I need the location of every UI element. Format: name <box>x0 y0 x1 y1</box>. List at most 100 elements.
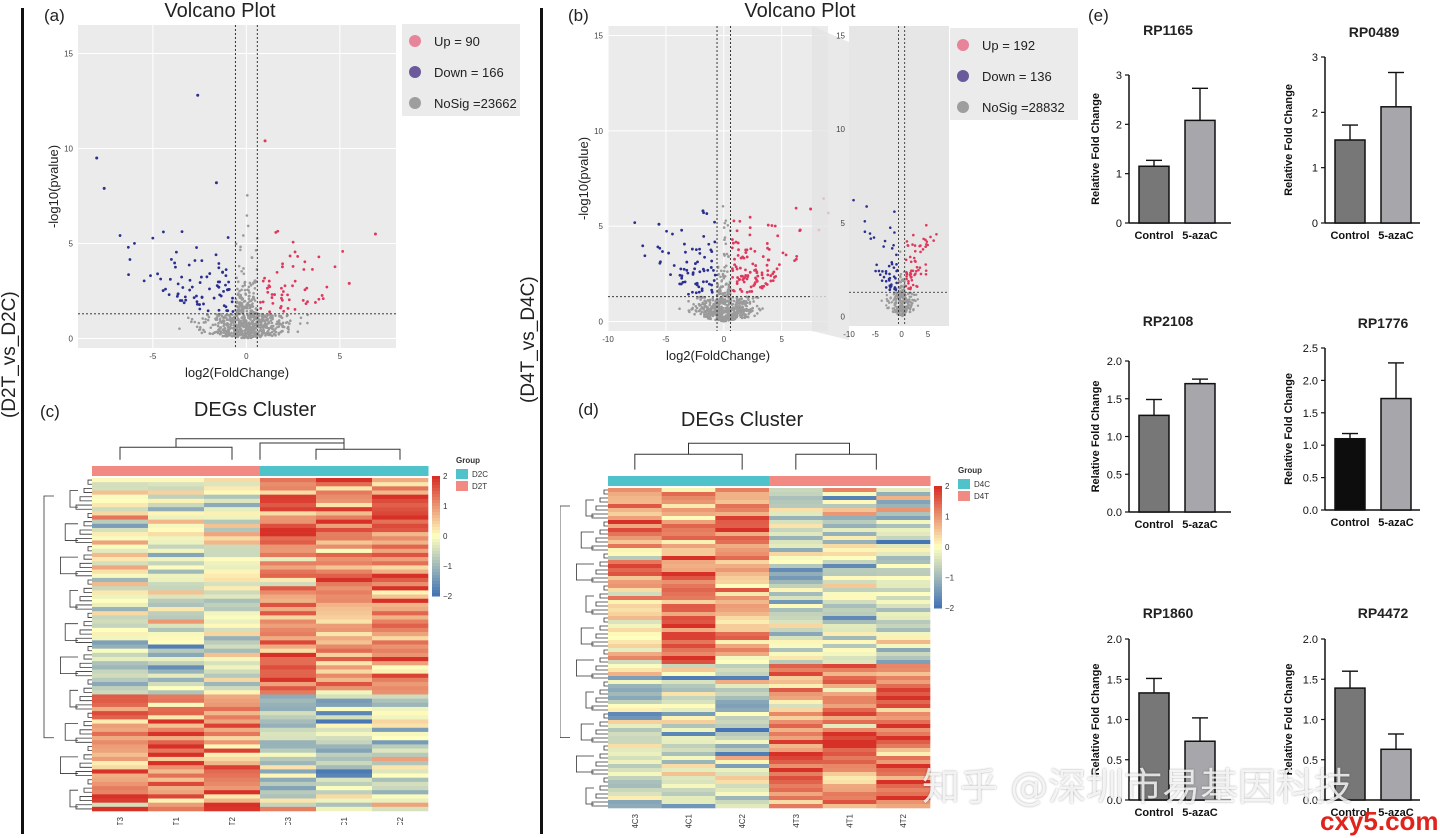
nosig-point <box>204 317 207 321</box>
nosig-point <box>259 326 262 329</box>
up-point <box>266 290 270 294</box>
heatmap-cell <box>204 598 261 604</box>
heatmap-cell <box>260 540 317 545</box>
heatmap-cell <box>608 688 662 693</box>
heatmap-cell <box>661 504 716 509</box>
down-point <box>694 248 698 251</box>
heatmap-cell <box>822 540 877 545</box>
down-point <box>126 245 130 249</box>
up-point <box>924 263 928 266</box>
heatmap-cell <box>661 788 716 793</box>
heatmap-cell <box>372 723 429 729</box>
nosig-point <box>718 306 721 310</box>
down-point <box>180 230 184 233</box>
heatmap-cell <box>92 702 149 708</box>
nosig-point <box>218 319 222 323</box>
heatmap-cell <box>260 565 317 570</box>
heatmap-cell <box>822 668 877 673</box>
down-point <box>167 293 171 297</box>
heatmap-cell <box>822 664 877 669</box>
y-axis-label: Relative Fold Change <box>1283 664 1295 776</box>
up-point <box>749 247 753 251</box>
heatmap-cell <box>876 668 931 673</box>
heatmap-cell <box>316 552 373 558</box>
nosig-point <box>225 318 229 322</box>
heatmap-cell <box>769 644 823 649</box>
heatmap-cell <box>316 527 373 533</box>
heatmap-cell <box>316 515 373 520</box>
nosig-point <box>239 248 242 252</box>
heatmap-cell <box>661 780 716 785</box>
heatmap-cell <box>822 676 877 681</box>
down-point <box>680 228 684 232</box>
heatmap-cell <box>769 780 823 785</box>
y-tick-label: 0.5 <box>1107 469 1122 481</box>
down-point <box>133 242 136 245</box>
nosig-point <box>265 325 269 328</box>
heatmap-cell <box>715 556 770 561</box>
heatmap-cell <box>148 527 205 533</box>
heatmap-cell <box>92 673 149 679</box>
color-scale-step <box>432 587 440 591</box>
bar-5-azac <box>1184 382 1216 513</box>
heatmap-cell <box>92 561 149 566</box>
heatmap-cell <box>715 664 770 669</box>
heatmap-cell <box>260 478 317 483</box>
y-tick-label: 0.0 <box>1107 507 1122 519</box>
down-point <box>888 272 891 276</box>
down-point <box>703 255 706 259</box>
nosig-point <box>899 280 903 284</box>
heatmap-cell <box>148 736 205 741</box>
heatmap-cell <box>316 573 373 579</box>
heatmap-cell <box>260 582 317 587</box>
y-tick-label: 0.5 <box>1107 755 1122 767</box>
row-branch <box>79 796 92 801</box>
heatmap-cell <box>715 592 770 597</box>
down-point <box>863 230 867 233</box>
heatmap-cell <box>316 656 373 662</box>
heatmap-cell <box>260 652 317 658</box>
up-point <box>918 266 922 269</box>
dendrogram-branch <box>688 442 850 455</box>
heatmap-cell <box>769 612 823 617</box>
heatmap-cell <box>92 723 149 729</box>
heatmap-cell <box>822 792 877 797</box>
heatmap-cell <box>316 627 373 633</box>
heatmap-cell <box>260 802 317 808</box>
down-point <box>187 263 191 267</box>
nosig-point <box>236 293 240 297</box>
nosig-point <box>887 299 890 303</box>
nosig-point <box>714 301 718 305</box>
down-point <box>205 275 209 279</box>
heatmap-cell <box>316 644 373 649</box>
heatmap-cell <box>260 511 317 516</box>
heatmap-cell <box>204 673 261 679</box>
heatmap-cell <box>822 756 877 761</box>
down-point <box>159 277 163 281</box>
inset-x-tick: 5 <box>926 330 931 339</box>
heatmap-cell <box>715 656 770 661</box>
down-point <box>102 186 106 190</box>
heatmap-cell <box>316 744 373 749</box>
down-point <box>161 289 165 292</box>
heatmap-cell <box>661 732 716 737</box>
down-point <box>687 292 690 296</box>
up-point <box>735 229 739 233</box>
heatmap-cell <box>148 706 205 712</box>
up-point <box>347 281 351 285</box>
heatmap-cell <box>608 508 662 513</box>
heatmap-cell <box>92 623 149 629</box>
heatmap-cell <box>769 620 823 625</box>
heatmap-cell <box>608 716 662 721</box>
heatmap-cell <box>148 619 205 624</box>
color-scale-step <box>432 479 440 483</box>
heatmap-cell <box>204 644 261 649</box>
heatmap-cell <box>715 612 770 617</box>
heatmap-cell <box>260 727 317 733</box>
down-point <box>691 272 695 276</box>
nosig-point <box>262 331 266 335</box>
nosig-point <box>224 329 227 332</box>
heatmap-cell <box>715 584 770 589</box>
down-point <box>142 279 146 283</box>
up-point <box>752 284 756 287</box>
